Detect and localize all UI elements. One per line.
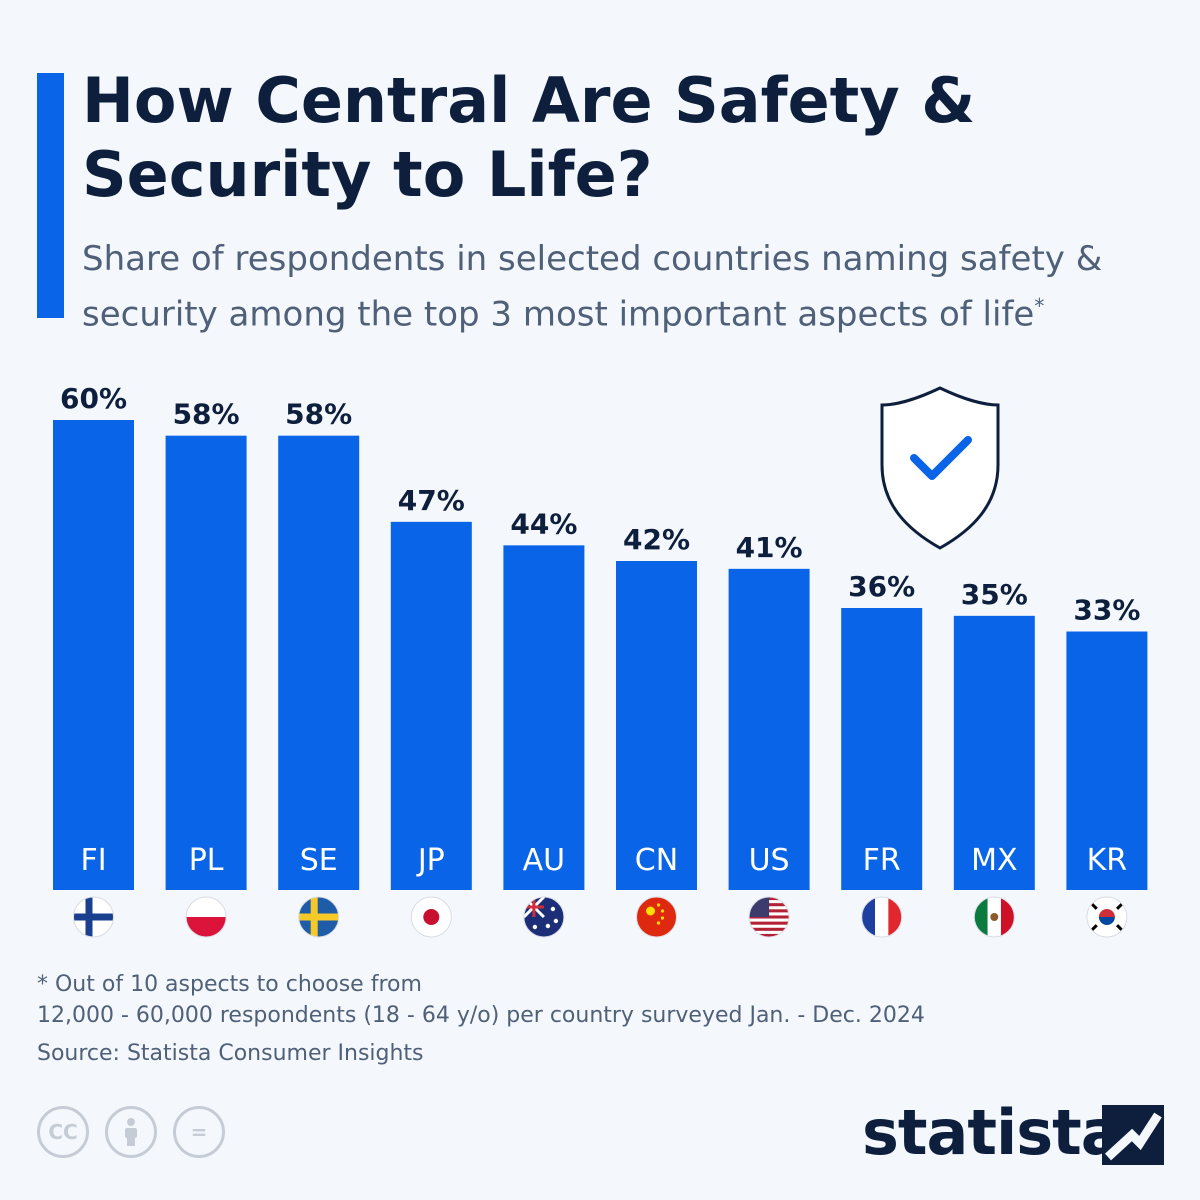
category-label-se: SE xyxy=(300,843,338,878)
sweden-flag xyxy=(298,897,339,937)
bar-jp xyxy=(390,521,472,890)
footnote-note: * Out of 10 aspects to choose from xyxy=(37,972,422,997)
value-label-se: 58% xyxy=(285,398,352,431)
china-flag xyxy=(636,897,677,937)
license-icons: CC = xyxy=(37,1106,225,1158)
bar-fr xyxy=(841,608,923,890)
subtitle-text: Share of respondents in selected countri… xyxy=(82,239,1103,335)
bar-kr xyxy=(1066,631,1148,890)
category-label-fi: FI xyxy=(80,843,106,878)
france-flag xyxy=(861,897,902,937)
value-label-pl: 58% xyxy=(173,398,240,431)
value-label-jp: 47% xyxy=(398,484,465,517)
bar-us xyxy=(728,568,810,890)
person-icon xyxy=(125,1118,137,1146)
value-label-cn: 42% xyxy=(623,523,690,556)
value-label-us: 41% xyxy=(736,531,803,564)
chart-subtitle: Share of respondents in selected countri… xyxy=(82,236,1182,338)
subtitle-footnote-marker: * xyxy=(1034,294,1045,318)
attribution-icon[interactable] xyxy=(105,1106,157,1158)
australia-flag xyxy=(523,897,564,937)
category-label-us: US xyxy=(749,843,790,878)
statista-logo-icon xyxy=(1102,1105,1164,1165)
poland-flag xyxy=(186,897,227,937)
japan-flag xyxy=(411,897,452,937)
value-label-au: 44% xyxy=(510,507,577,540)
creative-commons-icon[interactable]: CC xyxy=(37,1106,89,1158)
footnote-sample: 12,000 - 60,000 respondents (18 - 64 y/o… xyxy=(37,1003,925,1028)
bar-se xyxy=(278,435,360,890)
category-label-mx: MX xyxy=(971,843,1017,878)
bar-pl xyxy=(165,435,247,890)
category-label-au: AU xyxy=(523,843,565,878)
category-label-kr: KR xyxy=(1087,843,1128,878)
mexico-flag xyxy=(974,897,1015,937)
shield-check-icon xyxy=(880,386,1000,550)
bar-mx xyxy=(953,615,1035,890)
category-label-jp: JP xyxy=(416,843,445,878)
bar-chart: 60% FI 58% PL 58% SE 47% JP 44% AU 42% CN 41% US 36% FR… xyxy=(53,382,1148,938)
bar-au xyxy=(503,545,585,890)
value-label-fi: 60% xyxy=(60,382,127,415)
finland-flag xyxy=(73,897,114,937)
bar-fi xyxy=(53,420,134,890)
category-label-fr: FR xyxy=(863,843,901,878)
footnote-source: Source: Statista Consumer Insights xyxy=(37,1041,424,1066)
value-label-mx: 35% xyxy=(961,578,1028,611)
statista-logo-text[interactable]: statista xyxy=(862,1096,1123,1169)
value-label-fr: 36% xyxy=(848,570,915,603)
value-label-kr: 33% xyxy=(1073,594,1140,627)
bar-cn xyxy=(616,561,697,890)
category-label-cn: CN xyxy=(635,843,678,878)
south-korea-flag xyxy=(1086,897,1127,937)
no-derivatives-icon[interactable]: = xyxy=(173,1106,225,1158)
title-accent-bar xyxy=(37,73,64,318)
category-label-pl: PL xyxy=(189,843,224,878)
chart-title: How Central Are Safety & Security to Lif… xyxy=(82,64,976,211)
